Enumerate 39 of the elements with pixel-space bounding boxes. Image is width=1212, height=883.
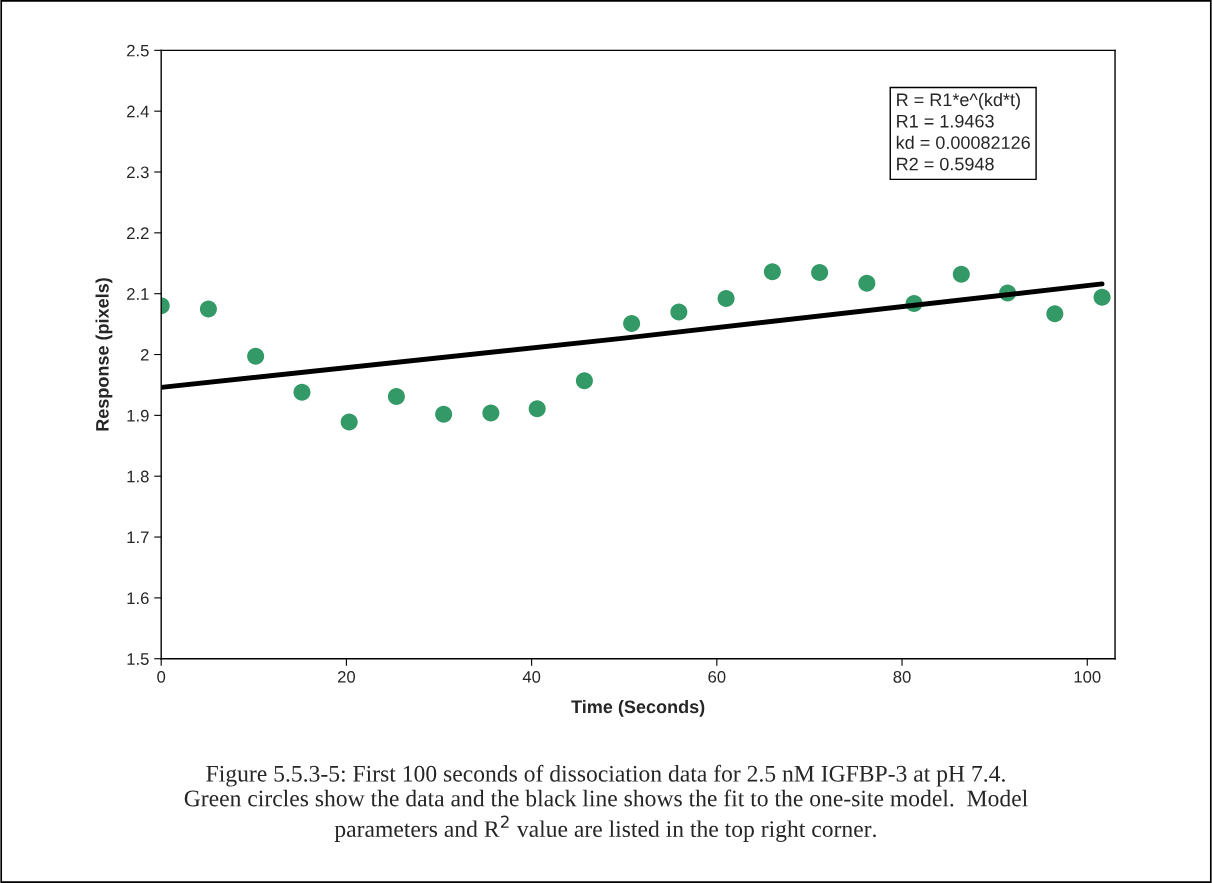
y-tick-label: 1.8 (127, 470, 149, 483)
point (340, 413, 358, 431)
point (199, 300, 217, 318)
y-tick-label: 2.3 (127, 166, 149, 179)
y-tick-label: 1.6 (127, 592, 149, 605)
point (482, 404, 500, 422)
x-tick-label: 60 (708, 670, 726, 683)
y-tick-label: 2.5 (127, 44, 149, 57)
x-axis-title: Time (Seconds) (571, 699, 705, 717)
point (1046, 305, 1064, 323)
caption: Figure 5.5.3-5: First 100 seconds of dissociation data for 2.5 nM IGFBP-3 at pH 7.4. Green circles show the data and the black line shows the fit to the one-site model. Model parameters and R$^{2}$ value are listed in the top right corner. (184, 764, 1028, 842)
point (528, 400, 546, 418)
x-tick-label: 100 (1074, 670, 1101, 683)
y-tick-label: 2.2 (127, 227, 149, 239)
point (623, 314, 641, 332)
annotation: R = R1*e^(kd*t) R1 = 1.9463 kd = 0.00082126 R2 = 0.5948 (896, 92, 1030, 171)
point (670, 303, 688, 321)
x-tick-label: 0 (157, 670, 166, 683)
point (247, 347, 265, 365)
x-tick-label: 80 (893, 670, 911, 683)
y-tick-label: 1.9 (127, 409, 149, 422)
point (717, 290, 735, 308)
y-tick-label: 2.4 (127, 105, 149, 118)
x-tick-label: 20 (337, 670, 356, 683)
point (387, 388, 405, 406)
point (293, 383, 311, 401)
point (435, 405, 453, 423)
point (575, 372, 593, 390)
point (763, 263, 781, 281)
point (858, 274, 876, 292)
y-axis-title: Response (pixels) (95, 278, 113, 431)
y-tick-label: 1.5 (127, 653, 149, 665)
y-tick-label: 2.1 (127, 288, 149, 300)
point (811, 263, 829, 281)
point (1093, 288, 1111, 306)
y-tick-label: 1.7 (127, 531, 149, 544)
x-tick-label: 40 (522, 670, 541, 683)
point (952, 265, 970, 283)
y-tick-label: 2 (140, 348, 149, 361)
